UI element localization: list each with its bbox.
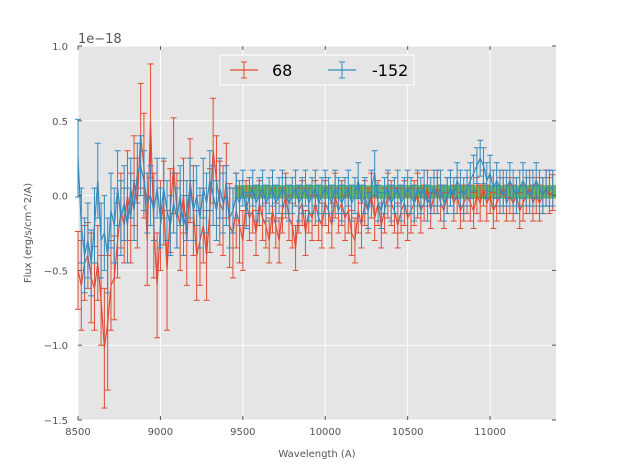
legend-label-152: -152 <box>372 61 408 80</box>
x-tick-label: 11000 <box>474 427 506 438</box>
series-152 <box>75 118 556 297</box>
y-axis-label: Flux (erg/s/cm^2/A) <box>23 183 34 283</box>
series-line <box>77 156 553 263</box>
legend: 68 -152 <box>219 54 415 86</box>
axis-ticks: 8500 9000 9500 10000 10500 11000 −1.5 −1.0 −0.5 0… <box>44 42 556 438</box>
x-axis-label: Wavelength (A) <box>278 449 355 460</box>
y-offset-label: 1e−18 <box>78 32 122 47</box>
y-tick-label: 1.0 <box>52 42 68 53</box>
series-layer <box>75 63 556 409</box>
y-tick-label: 0.5 <box>52 117 68 128</box>
x-tick-label: 9500 <box>230 427 255 438</box>
legend-entry-152 <box>328 61 356 79</box>
x-tick-label: 10500 <box>392 427 424 438</box>
x-tick-label: 10000 <box>309 427 341 438</box>
y-tick-label: 0.0 <box>52 192 68 203</box>
y-tick-label: −0.5 <box>44 266 68 277</box>
y-tick-label: −1.0 <box>44 341 68 352</box>
y-tick-label: −1.5 <box>44 416 68 427</box>
legend-entry-68 <box>230 61 258 79</box>
x-tick-label: 9000 <box>148 427 173 438</box>
legend-label-68: 68 <box>272 61 292 80</box>
x-tick-label: 8500 <box>65 427 90 438</box>
